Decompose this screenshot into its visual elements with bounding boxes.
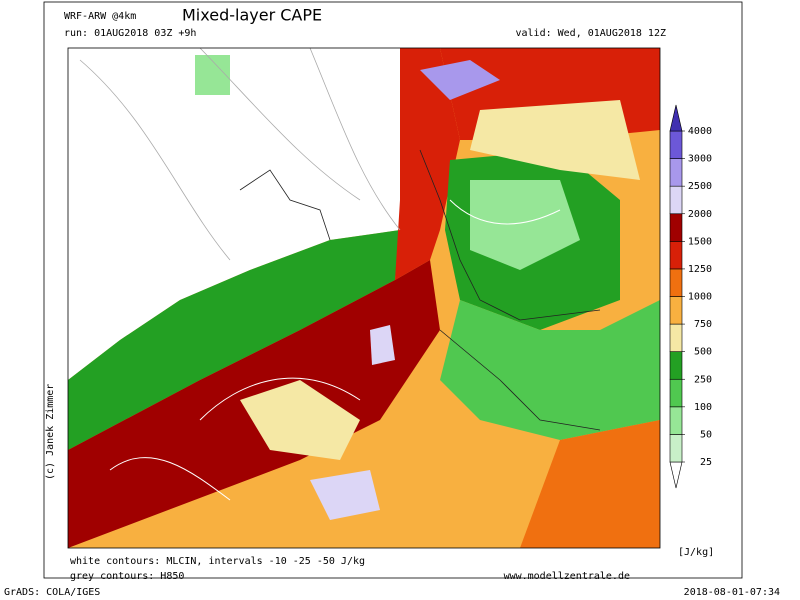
- colorbar-label: 3000: [688, 154, 712, 165]
- colorbar-segment: [669, 268, 683, 297]
- colorbar-segment: [669, 378, 683, 408]
- white-contours-note: white contours: MLCIN, intervals -10 -25…: [70, 556, 365, 567]
- colorbar-segment: [669, 351, 683, 380]
- colorbar-label: 750: [694, 319, 712, 330]
- credit: (c) Janek Zimmer: [45, 384, 56, 480]
- cape-orange: [520, 420, 660, 548]
- colorbar-segment: [669, 434, 683, 463]
- cape-lavender: [420, 60, 500, 100]
- colorbar: 25 50 100 250 500 750 1000 1250 1500 2000 2500 3000…: [669, 104, 712, 489]
- colorbar-segment: [669, 323, 683, 352]
- cape-yellow: [240, 380, 360, 460]
- software: GrADS: COLA/IGES: [4, 587, 100, 598]
- grey-contours-note: grey contours: H850: [70, 571, 184, 582]
- colorbar-label: 1250: [688, 264, 712, 275]
- cape-light-green: [470, 180, 580, 270]
- timestamp: 2018-08-01-07:34: [684, 587, 780, 598]
- cape-lavender: [370, 325, 395, 365]
- colorbar-unit: [J/kg]: [678, 547, 714, 558]
- colorbar-high-triangle: [669, 104, 683, 132]
- cape-yellow: [470, 100, 640, 180]
- run-label: run: 01AUG2018 03Z +9h: [64, 28, 196, 39]
- colorbar-label: 2000: [688, 209, 712, 220]
- border-line: [239, 149, 601, 431]
- colorbar-label: 25: [700, 457, 712, 468]
- outer-frame: [43, 1, 743, 579]
- colorbar-label: 100: [694, 402, 712, 413]
- map-frame: [67, 47, 661, 549]
- colorbar-segment: [669, 213, 683, 242]
- colorbar-label: 500: [694, 347, 712, 358]
- colorbar-segment: [669, 158, 683, 187]
- colorbar-segment: [669, 296, 683, 325]
- colorbar-label: 250: [694, 374, 712, 385]
- colorbar-segment: [669, 130, 683, 159]
- colorbar-segment: [669, 406, 683, 435]
- sea-area: [68, 48, 400, 380]
- colorbar-segment: [669, 241, 683, 270]
- colorbar-label: 50: [700, 429, 712, 440]
- cape-green: [68, 230, 400, 450]
- colorbar-label: 1000: [688, 292, 712, 303]
- model-label: WRF-ARW @4km: [64, 11, 136, 22]
- cape-red: [395, 48, 460, 280]
- colorbar-label: 1500: [688, 236, 712, 247]
- grey-contour: [79, 48, 401, 261]
- white-contour: [109, 199, 561, 501]
- valid-label: valid: Wed, 01AUG2018 12Z: [515, 28, 666, 39]
- colorbar-segment: [669, 185, 683, 215]
- colorbar-label: 2500: [688, 181, 712, 192]
- cape-light-green: [195, 55, 230, 95]
- cape-green: [440, 300, 660, 440]
- colorbar-label: 4000: [688, 126, 712, 137]
- map-area: [67, 47, 661, 549]
- cape-lavender: [310, 470, 380, 520]
- map-title: Mixed-layer CAPE: [182, 6, 322, 25]
- website: www.modellzentrale.de: [504, 571, 630, 582]
